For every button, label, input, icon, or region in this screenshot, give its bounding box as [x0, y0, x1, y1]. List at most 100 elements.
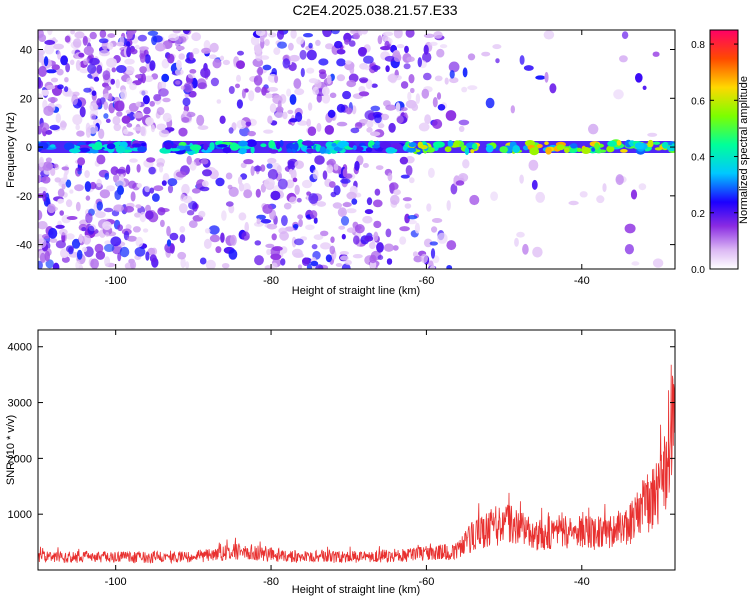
spectrogram-cell: [220, 232, 225, 243]
spectrogram-cell: [235, 83, 240, 89]
spectrogram-cell: [141, 73, 146, 84]
spectrogram-cell: [106, 57, 117, 68]
spectrogram-cell: [297, 120, 308, 126]
spectrogram-cell: [219, 55, 225, 61]
spectrogram-band-cell: [217, 144, 228, 148]
spectrogram-cell: [130, 48, 138, 55]
spectrogram-cell: [43, 105, 54, 116]
spectrogram-cell: [389, 182, 399, 191]
spectrogram-cell: [429, 241, 438, 246]
spectrogram-cell: [210, 77, 219, 87]
spectrogram-cell: [351, 198, 358, 205]
spectrogram-cell: [338, 225, 346, 230]
spectrogram-cell: [369, 254, 377, 264]
spectrogram-cell: [318, 58, 329, 66]
spectrogram-cell: [446, 240, 457, 251]
spectrogram-cell: [236, 119, 247, 130]
spectrogram-cell: [262, 64, 272, 71]
spectrogram-cell: [289, 54, 300, 62]
spectrogram-cell: [83, 87, 92, 93]
spectrogram-cell: [221, 210, 227, 221]
spectrogram-xtick-label: -60: [418, 275, 434, 287]
spectrogram-cell: [216, 99, 222, 104]
spectrogram-band-cell: [260, 143, 267, 148]
spectrogram-cell: [284, 226, 295, 232]
spectrogram-cell: [228, 249, 238, 260]
spectrogram-cell: [152, 193, 160, 202]
spectrogram-cell: [87, 63, 97, 74]
spectrogram-cell: [132, 226, 141, 233]
spectrogram-cell: [65, 199, 73, 208]
figure-title: C2E4.2025.038.21.57.E33: [292, 2, 457, 18]
spectrogram-cell: [149, 100, 155, 107]
spectrogram-cell: [99, 30, 107, 38]
spectrogram-cell: [51, 64, 60, 71]
spectrogram-band-cell: [315, 144, 321, 152]
spectrogram-band-cell: [222, 147, 232, 154]
spectrogram-cell: [126, 32, 133, 40]
spectrogram-cell: [175, 45, 185, 51]
spectrogram-cell: [125, 164, 131, 175]
spectrogram-cell: [253, 75, 263, 86]
spectrogram-cell: [262, 204, 273, 214]
spectrogram-band-cell: [203, 143, 209, 151]
spectrogram-cell: [315, 39, 321, 47]
spectrogram-cell: [75, 59, 81, 71]
spectrogram-cell: [60, 55, 68, 66]
spectrogram-cell: [405, 30, 415, 38]
spectrogram-cell: [602, 183, 607, 193]
spectrogram-cell: [41, 176, 51, 184]
spectrogram-cell: [403, 63, 411, 70]
spectrogram-cell: [353, 235, 360, 245]
spectrogram-cell: [118, 100, 125, 112]
spectrogram-band-cell: [209, 142, 215, 151]
spectrogram-cell: [38, 79, 44, 89]
spectrogram-ytick-label: -20: [16, 191, 32, 203]
spectrogram-cell: [183, 82, 194, 93]
spectrogram-cell: [248, 90, 255, 102]
spectrogram-cell: [288, 42, 294, 51]
spectrogram-cell: [339, 251, 349, 256]
spectrogram-cell: [292, 224, 299, 229]
spectrogram-cell: [64, 77, 69, 83]
colorbar-label: Normalized spectral amplitude: [738, 76, 750, 224]
spectrogram-cell: [243, 189, 253, 199]
spectrogram-cell: [107, 33, 116, 38]
spectrogram-cell: [39, 122, 50, 132]
spectrogram-cell: [308, 42, 313, 49]
spectrogram-cell: [76, 130, 85, 137]
spectrogram-band-cell: [653, 141, 661, 145]
spectrogram-cell: [72, 38, 82, 48]
snr-plot-area: [38, 364, 675, 565]
spectrogram-cell: [167, 184, 174, 194]
spectrogram-cell: [364, 65, 370, 71]
spectrogram-cell: [38, 260, 43, 269]
spectrogram-cell: [191, 32, 202, 42]
spectrogram-cell: [153, 185, 164, 192]
spectrogram-cell: [422, 52, 432, 63]
spectrogram-cell: [48, 227, 58, 239]
spectrogram-cell: [270, 190, 281, 201]
spectrogram-cell: [333, 163, 339, 171]
spectrogram-cell: [166, 239, 172, 247]
spectrogram-cell: [209, 234, 220, 243]
spectrogram-cell: [287, 160, 296, 171]
spectrogram-cell: [90, 258, 99, 269]
spectrogram-cell: [624, 223, 636, 234]
spectrogram-cell: [260, 219, 272, 224]
spectrogram-cell: [436, 92, 442, 100]
spectrogram-axes: -100 -80 -60 -40 -40 -20 0 20 40: [16, 30, 675, 287]
spectrogram-cell: [394, 55, 401, 62]
spectrogram-band-cell: [352, 145, 357, 151]
spectrogram-cell: [106, 185, 116, 192]
spectrogram-cell: [253, 221, 264, 227]
spectrogram-cell: [181, 183, 190, 195]
spectrogram-cell: [351, 105, 357, 115]
spectrogram-cell: [52, 262, 60, 269]
spectrogram-cell: [225, 172, 233, 180]
spectrogram-band-cell: [581, 147, 591, 154]
spectrogram-cell: [162, 112, 172, 123]
spectrogram-cell: [49, 124, 60, 131]
spectrogram-cell: [145, 117, 154, 126]
spectrogram-cell: [38, 209, 43, 221]
